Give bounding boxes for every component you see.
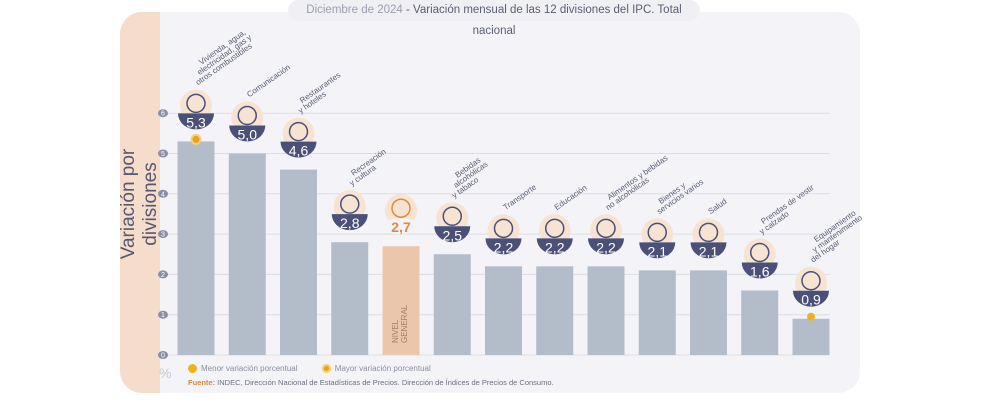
bus-sube-icon-glyph <box>493 218 514 239</box>
category-label: Salud <box>706 197 728 216</box>
value-label: 4,6 <box>289 143 309 159</box>
bar <box>177 141 215 355</box>
category-label: Prendas de vestir <box>759 183 815 226</box>
value-label: 2,5 <box>443 227 463 243</box>
value-label: 2,1 <box>699 243 719 259</box>
category-label: Comunicación <box>245 63 292 99</box>
basket-icon <box>385 194 417 227</box>
value-label: 2,7 <box>391 219 411 235</box>
value-label: 2,2 <box>494 239 514 255</box>
bar <box>792 318 830 355</box>
source-note: Fuente: INDEC, Dirección Nacional de Est… <box>188 378 554 387</box>
tick-marker <box>158 270 168 279</box>
chicken-food-icon-glyph <box>596 218 616 239</box>
tick-marker <box>158 230 168 239</box>
value-badge <box>434 226 471 243</box>
tick-marker <box>158 351 168 359</box>
value-badge <box>331 214 368 231</box>
y-axis-strip: Variación por divisiones <box>120 12 161 393</box>
general-label-line: GENERAL <box>400 304 409 343</box>
washing-machine-icon-glyph <box>801 270 821 291</box>
legend-max: Mayor variación porcentual <box>321 364 431 373</box>
comb-scissors-icon-glyph <box>647 222 667 243</box>
value-label: 5,0 <box>238 127 258 143</box>
value-badge <box>382 218 420 235</box>
value-badge <box>793 290 829 307</box>
category-label: Transporte <box>501 182 538 212</box>
y-tick-label: 4 <box>161 191 165 198</box>
value-badge <box>536 238 573 255</box>
chart-title: Diciembre de 2024 - Variación mensual de… <box>288 0 700 37</box>
value-badge <box>639 242 676 259</box>
min-marker <box>807 312 815 321</box>
bar <box>485 266 522 355</box>
value-badge <box>485 238 522 255</box>
value-label: 2,2 <box>596 239 616 255</box>
y-tick-label: 6 <box>161 111 165 118</box>
y-unit: % <box>159 365 172 381</box>
tick-marker <box>158 149 168 158</box>
beach-umbrella-icon-glyph <box>340 194 360 214</box>
legend: Menor variación porcentual Mayor variaci… <box>188 364 453 375</box>
value-badge <box>229 125 266 142</box>
value-label: 2,8 <box>340 215 360 231</box>
value-badge <box>741 262 778 279</box>
y-tick-label: 1 <box>161 312 165 319</box>
category-label: Alimentos y bebidas <box>606 153 670 201</box>
bulb-tools-icon-glyph <box>186 93 206 114</box>
basket-icon-glyph <box>391 198 411 218</box>
y-tick-label: 3 <box>161 232 165 239</box>
tshirt-shoe-icon-glyph <box>750 242 770 263</box>
tick-marker <box>158 109 168 118</box>
value-badge <box>178 113 214 130</box>
bar <box>536 266 574 355</box>
general-label-line: NIVEL <box>391 319 400 343</box>
bar <box>638 270 676 355</box>
tick-marker <box>158 189 168 198</box>
bar <box>331 242 369 355</box>
value-badge <box>690 242 727 259</box>
legend-min: Menor variación porcentual <box>188 364 298 373</box>
min-marker-icon <box>188 364 197 373</box>
value-badge <box>588 238 624 255</box>
y-tick-label: 2 <box>161 272 165 279</box>
value-label: 1,6 <box>750 264 770 280</box>
bar <box>228 153 266 355</box>
max-marker <box>190 133 202 145</box>
max-marker-icon <box>321 364 331 373</box>
bar <box>741 290 779 355</box>
bar <box>433 254 471 355</box>
y-tick-label: 5 <box>161 151 165 158</box>
bar <box>587 266 625 355</box>
y-tick-label: 0 <box>161 353 165 360</box>
value-label: 0,9 <box>801 292 821 308</box>
tick-marker <box>158 310 168 319</box>
first-aid-icon-glyph <box>698 222 719 243</box>
bottle-glass-icon-glyph <box>442 206 462 226</box>
bar <box>280 169 317 355</box>
value-badge <box>280 141 317 158</box>
bar <box>690 270 727 355</box>
category-label: Educación <box>553 183 589 212</box>
bar-general <box>382 246 420 355</box>
notebook-icon-glyph <box>545 218 565 239</box>
value-label: 2,1 <box>648 243 668 259</box>
value-label: 5,3 <box>186 114 206 130</box>
plate-cutlery-icon-glyph <box>288 121 309 142</box>
phone-icon-glyph <box>237 105 257 126</box>
value-label: 2,2 <box>545 239 565 255</box>
